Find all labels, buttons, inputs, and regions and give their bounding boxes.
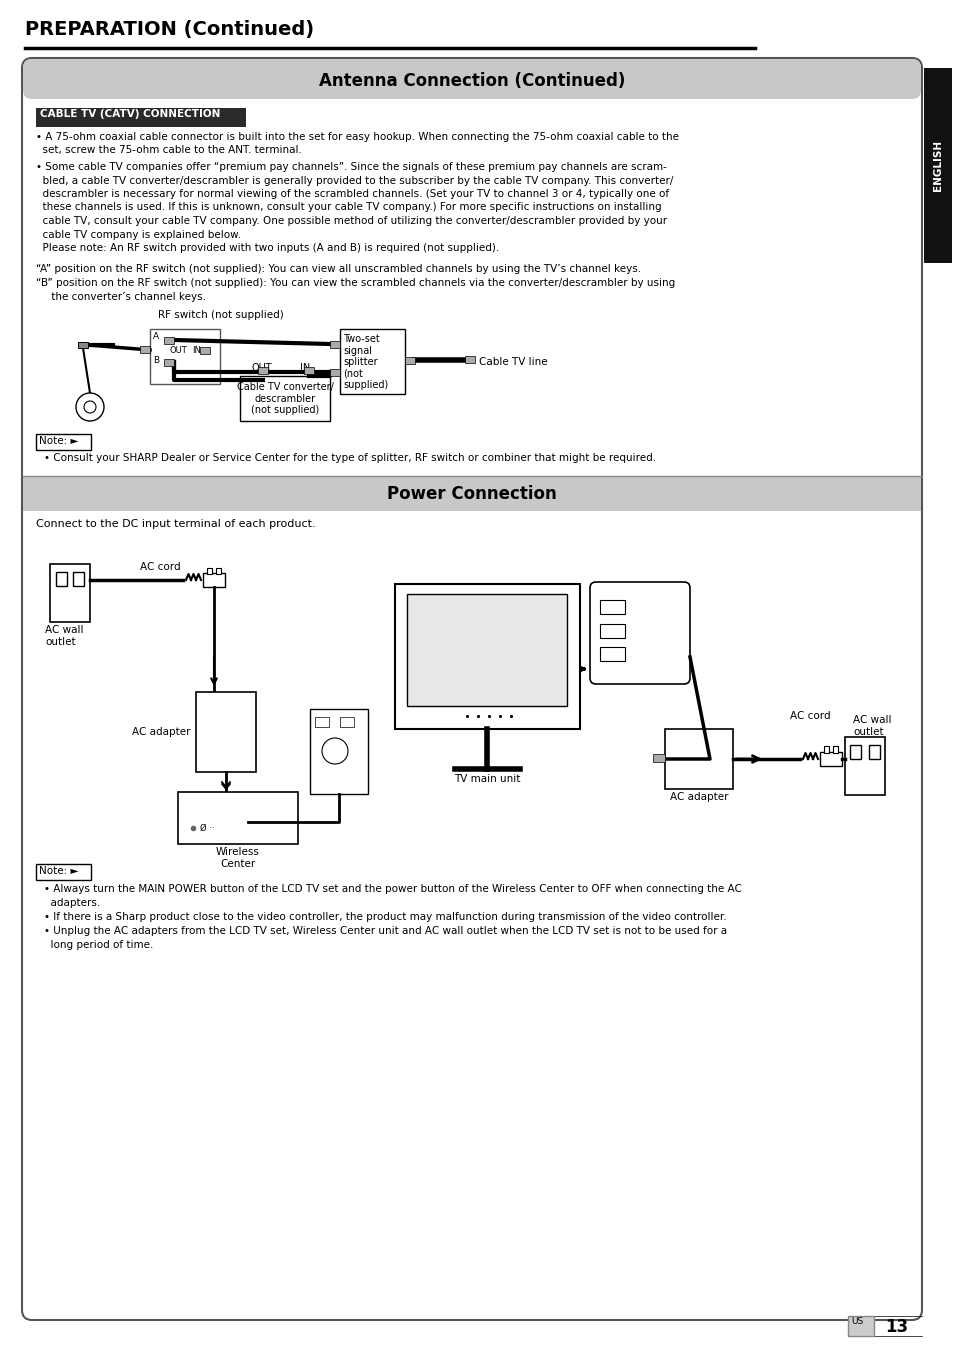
Bar <box>207 567 212 574</box>
Bar <box>599 624 624 638</box>
Text: AC adapter: AC adapter <box>132 727 191 738</box>
Text: IN: IN <box>192 346 201 355</box>
Bar <box>395 584 579 730</box>
Bar <box>50 563 90 621</box>
Text: OUT: OUT <box>252 363 273 373</box>
Text: Cable TV line: Cable TV line <box>478 357 547 367</box>
Bar <box>140 346 150 353</box>
Text: B: B <box>152 357 159 365</box>
Text: • Always turn the MAIN POWER button of the LCD TV set and the power button of th: • Always turn the MAIN POWER button of t… <box>44 884 741 894</box>
Bar <box>240 376 330 422</box>
Bar <box>257 367 268 374</box>
Bar <box>407 594 566 707</box>
Text: • A 75-ohm coaxial cable connector is built into the set for easy hookup. When c: • A 75-ohm coaxial cable connector is bu… <box>36 132 679 142</box>
Text: • Consult your SHARP Dealer or Service Center for the type of splitter, RF switc: • Consult your SHARP Dealer or Service C… <box>44 453 656 463</box>
Bar <box>868 744 879 759</box>
Bar <box>849 744 861 759</box>
Bar <box>203 573 225 586</box>
Text: Note: ►: Note: ► <box>39 436 78 446</box>
Bar <box>56 571 67 586</box>
Text: OUT: OUT <box>170 346 188 355</box>
Bar <box>36 865 91 880</box>
Text: Ø ··: Ø ·· <box>200 824 214 834</box>
Bar <box>844 738 884 794</box>
FancyBboxPatch shape <box>23 59 920 99</box>
Bar <box>164 336 173 345</box>
Bar <box>847 1316 873 1336</box>
Text: cable TV, consult your cable TV company. One possible method of utilizing the co: cable TV, consult your cable TV company.… <box>36 216 666 226</box>
Bar <box>314 717 329 727</box>
Text: “A” position on the RF switch (not supplied): You can view all unscrambled chann: “A” position on the RF switch (not suppl… <box>36 265 640 274</box>
Text: AC adapter: AC adapter <box>669 792 727 802</box>
Bar <box>36 108 246 127</box>
Bar <box>464 357 475 363</box>
Text: 13: 13 <box>884 1319 907 1336</box>
Text: these channels is used. If this is unknown, consult your cable TV company.) For : these channels is used. If this is unkno… <box>36 203 661 212</box>
Bar <box>330 340 339 349</box>
Bar <box>78 342 88 349</box>
FancyBboxPatch shape <box>589 582 689 684</box>
Text: Cable TV converter/
descrambler
(not supplied): Cable TV converter/ descrambler (not sup… <box>236 382 334 415</box>
Bar <box>304 367 314 374</box>
Bar <box>330 369 339 376</box>
Text: Antenna Connection (Continued): Antenna Connection (Continued) <box>318 72 624 91</box>
Bar <box>73 571 84 586</box>
Bar <box>23 476 920 511</box>
Bar <box>820 753 841 766</box>
Bar <box>164 359 173 366</box>
Text: bled, a cable TV converter/descrambler is generally provided to the subscriber b: bled, a cable TV converter/descrambler i… <box>36 176 673 185</box>
Text: descrambler is necessary for normal viewing of the scrambled channels. (Set your: descrambler is necessary for normal view… <box>36 189 668 199</box>
Text: • Unplug the AC adapters from the LCD TV set, Wireless Center unit and AC wall o: • Unplug the AC adapters from the LCD TV… <box>44 925 726 936</box>
Text: PREPARATION (Continued): PREPARATION (Continued) <box>25 20 314 39</box>
Bar <box>652 754 664 762</box>
Text: ENGLISH: ENGLISH <box>932 139 942 190</box>
FancyBboxPatch shape <box>22 58 921 1320</box>
Text: AC cord: AC cord <box>789 711 830 721</box>
Text: TV main unit: TV main unit <box>454 774 519 784</box>
Bar <box>599 647 624 661</box>
Bar <box>405 357 415 363</box>
Bar <box>195 692 255 771</box>
Text: Please note: An RF switch provided with two inputs (A and B) is required (not su: Please note: An RF switch provided with … <box>36 243 498 253</box>
Circle shape <box>84 401 96 413</box>
Text: • Some cable TV companies offer “premium pay channels”. Since the signals of the: • Some cable TV companies offer “premium… <box>36 162 666 172</box>
Bar <box>178 792 297 844</box>
Bar <box>664 730 732 789</box>
Bar <box>823 746 828 753</box>
Text: adapters.: adapters. <box>44 898 100 908</box>
Text: AC cord: AC cord <box>140 562 180 571</box>
Text: cable TV company is explained below.: cable TV company is explained below. <box>36 230 241 239</box>
Text: long period of time.: long period of time. <box>44 940 153 950</box>
Text: “B” position on the RF switch (not supplied): You can view the scrambled channel: “B” position on the RF switch (not suppl… <box>36 278 675 288</box>
Bar <box>200 347 210 354</box>
Bar <box>150 330 220 384</box>
Text: Power Connection: Power Connection <box>387 485 557 503</box>
Bar <box>832 746 837 753</box>
Text: the converter’s channel keys.: the converter’s channel keys. <box>0 292 206 301</box>
Bar <box>923 68 951 263</box>
Bar <box>599 600 624 613</box>
Circle shape <box>322 738 348 765</box>
Text: RF switch (not supplied): RF switch (not supplied) <box>158 309 283 320</box>
Bar <box>339 330 405 394</box>
Text: IN: IN <box>299 363 310 373</box>
Text: AC wall
outlet: AC wall outlet <box>852 715 890 736</box>
Text: Two-set
signal
splitter
(not
supplied): Two-set signal splitter (not supplied) <box>343 334 388 390</box>
Circle shape <box>76 393 104 422</box>
Bar <box>310 709 368 794</box>
Text: • If there is a Sharp product close to the video controller, the product may mal: • If there is a Sharp product close to t… <box>44 912 726 921</box>
Text: US: US <box>850 1317 862 1325</box>
Text: A: A <box>152 332 159 340</box>
Text: Note: ►: Note: ► <box>39 866 78 875</box>
Text: Connect to the DC input terminal of each product.: Connect to the DC input terminal of each… <box>36 519 315 530</box>
Bar <box>215 567 221 574</box>
Text: CABLE TV (CATV) CONNECTION: CABLE TV (CATV) CONNECTION <box>40 109 220 119</box>
Bar <box>339 717 354 727</box>
Text: set, screw the 75-ohm cable to the ANT. terminal.: set, screw the 75-ohm cable to the ANT. … <box>36 146 301 155</box>
Bar <box>36 434 91 450</box>
Text: AC wall
outlet: AC wall outlet <box>45 626 84 647</box>
Text: Wireless
Center: Wireless Center <box>215 847 259 869</box>
